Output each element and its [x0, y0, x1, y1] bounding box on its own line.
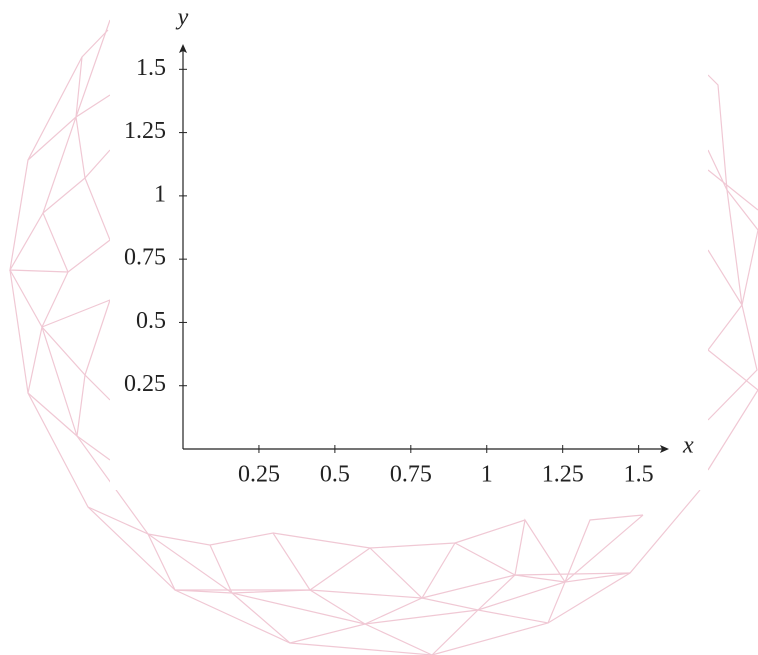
- x-axis-label: x: [682, 433, 694, 459]
- y-tick-label: 1.5: [136, 55, 166, 81]
- x-tick-label: 1.5: [624, 462, 654, 488]
- y-tick-label: 0.5: [136, 308, 166, 334]
- axes: 0.25 0.5 0.75 1 1.25 1.5 0.25 0.5 0.75 1 1.25 1.5: [124, 44, 669, 488]
- background-mesh: [8, 19, 758, 655]
- plot-background: [110, 0, 708, 490]
- x-tick-label: 0.25: [238, 462, 280, 488]
- y-tick-label: 1: [154, 181, 166, 207]
- x-tick-label: 1.25: [542, 462, 584, 488]
- y-axis-arrow: [179, 44, 187, 53]
- x-axis-arrow: [660, 445, 669, 453]
- x-tick-label: 0.75: [390, 462, 432, 488]
- x-tick-label: 0.5: [320, 462, 350, 488]
- y-tick-label: 0.75: [124, 245, 166, 271]
- y-tick-label: 1.25: [124, 118, 166, 144]
- x-tick-label: 1: [481, 462, 493, 488]
- y-axis-label: y: [176, 5, 189, 31]
- y-tick-label: 0.25: [124, 371, 166, 397]
